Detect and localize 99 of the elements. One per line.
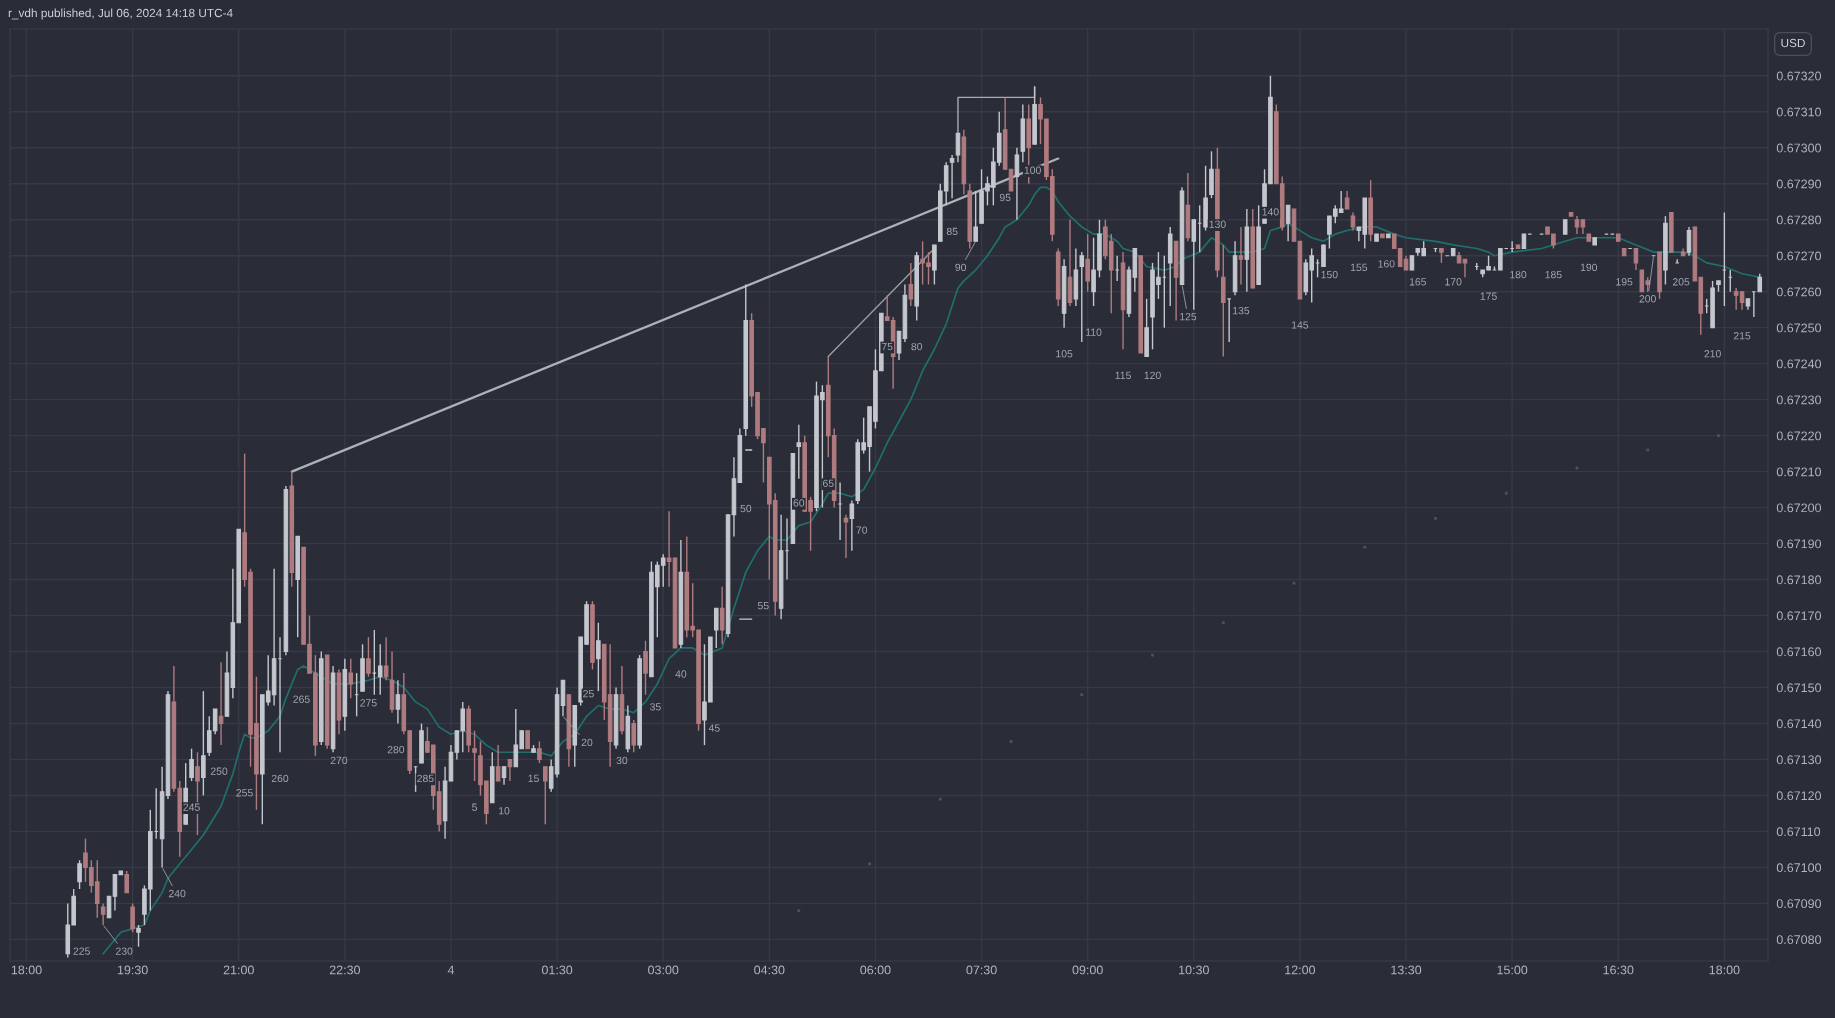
annotation: 260 xyxy=(271,774,289,783)
annotation: 285 xyxy=(417,774,434,783)
y-tick-label: 0.67080 xyxy=(1776,935,1822,945)
annotation: 250 xyxy=(210,767,228,775)
annotation: 255 xyxy=(236,789,253,797)
y-tick-label: 0.67260 xyxy=(1776,287,1822,297)
annotation: 15 xyxy=(528,774,539,783)
y-tick-label: 0.67110 xyxy=(1776,827,1821,837)
annotation: 145 xyxy=(1292,321,1309,329)
annotation: 215 xyxy=(1733,332,1751,340)
annotation: 280 xyxy=(387,745,405,754)
y-tick-label: 0.67220 xyxy=(1776,431,1822,441)
annotation: 210 xyxy=(1704,350,1721,358)
x-tick-label: 13:30 xyxy=(1391,965,1422,975)
y-tick-label: 0.67250 xyxy=(1776,323,1822,333)
annotation: 100 xyxy=(1024,166,1041,174)
y-tick-label: 0.67160 xyxy=(1776,647,1822,657)
x-tick-label: 21:00 xyxy=(223,965,254,975)
annotation: 60 xyxy=(793,499,805,507)
annotation: 70 xyxy=(856,526,868,534)
annotation: 65 xyxy=(823,479,834,488)
y-tick-label: 0.67090 xyxy=(1776,899,1822,909)
annotation: 95 xyxy=(999,193,1011,202)
y-tick-label: 0.67190 xyxy=(1776,539,1822,549)
x-tick-label: 18:00 xyxy=(1709,965,1740,975)
annotation: 160 xyxy=(1378,260,1395,268)
annotation: 185 xyxy=(1545,270,1562,279)
y-tick-label: 0.67140 xyxy=(1776,719,1822,729)
annotation: 150 xyxy=(1321,270,1338,279)
x-tick-label: 16:30 xyxy=(1603,965,1634,975)
annotation: 265 xyxy=(293,695,310,703)
annotation: 195 xyxy=(1616,278,1633,286)
annotation: 245 xyxy=(183,803,200,811)
x-tick-label: 09:00 xyxy=(1072,965,1103,975)
x-tick-label: 10:30 xyxy=(1179,965,1209,975)
annotation: 120 xyxy=(1144,371,1161,380)
annotation: 270 xyxy=(330,756,348,765)
annotation: 80 xyxy=(911,342,923,351)
annotation: 190 xyxy=(1580,263,1598,272)
annotation: 205 xyxy=(1672,278,1690,286)
annotation: 225 xyxy=(73,947,90,955)
y-tick-label: 0.67210 xyxy=(1776,467,1822,477)
annotation: 75 xyxy=(881,343,893,351)
annotation: 110 xyxy=(1086,328,1102,336)
annotation: 135 xyxy=(1233,306,1250,315)
x-tick-label: 07:30 xyxy=(966,965,997,975)
annotation: 45 xyxy=(708,724,720,732)
x-tick-label: 22:30 xyxy=(329,965,361,975)
text: r_vdh published, Jul 06, 2024 14:18 UTC-4 xyxy=(8,8,233,20)
annotation: 155 xyxy=(1350,263,1368,272)
y-tick-label: 0.67300 xyxy=(1776,143,1822,153)
annotation: 30 xyxy=(616,756,628,765)
annotation: 90 xyxy=(955,263,967,272)
annotation: 130 xyxy=(1209,220,1226,228)
text: USD xyxy=(1781,38,1805,48)
annotation: 200 xyxy=(1639,295,1656,303)
y-tick-label: 0.67200 xyxy=(1776,503,1822,513)
x-tick-label: 18:00 xyxy=(11,965,42,975)
x-tick-label: 12:00 xyxy=(1285,965,1316,975)
y-tick-label: 0.67310 xyxy=(1776,107,1822,117)
annotation: 50 xyxy=(740,504,752,513)
y-tick-label: 0.67240 xyxy=(1776,359,1822,369)
annotation: 35 xyxy=(650,703,661,711)
x-tick-label: 06:00 xyxy=(860,965,891,975)
y-tick-label: 0.67280 xyxy=(1776,215,1822,225)
annotation: 240 xyxy=(168,889,186,898)
y-tick-label: 0.67170 xyxy=(1776,611,1822,621)
annotation: 275 xyxy=(360,699,377,707)
annotation: 105 xyxy=(1056,350,1073,358)
x-tick-label: 03:00 xyxy=(648,965,679,975)
annotation: 175 xyxy=(1480,292,1497,300)
annotation: 125 xyxy=(1180,312,1197,321)
y-tick-label: 0.67290 xyxy=(1776,179,1822,189)
annotation: 40 xyxy=(675,670,687,678)
annotation: 55 xyxy=(757,602,769,610)
x-tick-label: 04:30 xyxy=(754,965,785,975)
annotation: 170 xyxy=(1445,278,1462,286)
y-tick-label: 0.67100 xyxy=(1776,863,1822,873)
annotation: 25 xyxy=(583,689,594,698)
annotation: 115 xyxy=(1115,371,1131,380)
annotation: 5 xyxy=(472,803,478,811)
x-tick-label: 19:30 xyxy=(117,965,148,975)
y-tick-label: 0.67120 xyxy=(1776,791,1822,801)
y-tick-label: 0.67230 xyxy=(1776,395,1822,405)
y-tick-label: 0.67270 xyxy=(1776,251,1822,261)
y-tick-label: 0.67150 xyxy=(1776,683,1822,693)
x-tick-label: 4 xyxy=(447,965,455,975)
x-tick-label: 01:30 xyxy=(541,965,573,975)
annotation: 230 xyxy=(115,947,133,955)
x-tick-label: 15:00 xyxy=(1497,965,1528,975)
annotation: 20 xyxy=(581,738,593,747)
y-tick-label: 0.67130 xyxy=(1776,755,1822,765)
annotation: 180 xyxy=(1510,270,1527,279)
annotation: 140 xyxy=(1262,208,1279,216)
annotation: 10 xyxy=(499,807,510,815)
annotation: 165 xyxy=(1409,278,1427,286)
y-tick-label: 0.67180 xyxy=(1776,575,1822,585)
y-tick-label: 0.67320 xyxy=(1776,71,1822,81)
annotation: 85 xyxy=(946,227,958,236)
